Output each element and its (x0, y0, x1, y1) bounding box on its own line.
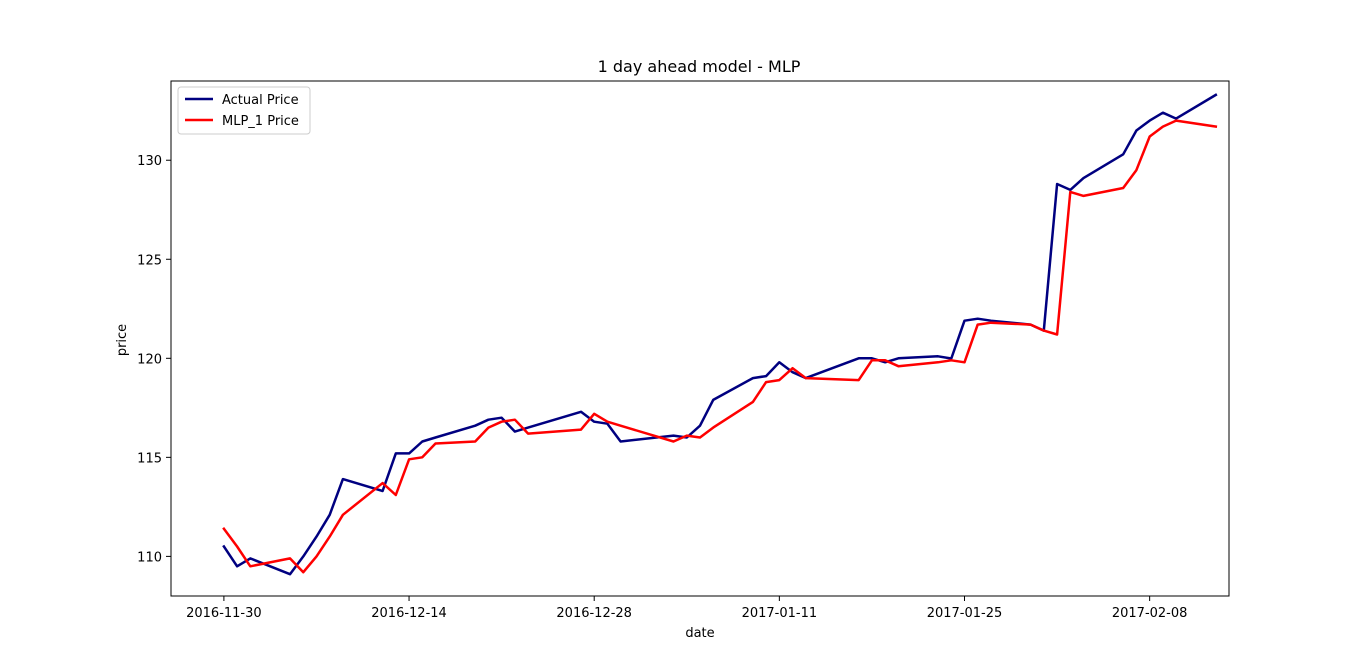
x-tick-label: 2016-11-30 (186, 606, 262, 621)
y-tick-label: 130 (137, 154, 162, 169)
x-tick-label: 2016-12-28 (556, 606, 632, 621)
x-tick-label: 2017-01-11 (742, 606, 818, 621)
y-tick-label: 110 (137, 550, 162, 565)
y-tick-label: 125 (137, 253, 162, 268)
y-tick-label: 120 (137, 352, 162, 367)
legend-label-mlp-1-price: MLP_1 Price (222, 114, 299, 129)
y-axis-label: price (115, 324, 130, 356)
x-axis-label: date (685, 626, 714, 641)
x-tick-label: 2017-02-08 (1112, 606, 1188, 621)
plot-area: 2016-11-30 2016-12-14 2016-12-28 2017-01-11… (137, 80, 1230, 621)
y-axis: 110 115 120 125 130 (137, 154, 171, 565)
x-tick-label: 2017-01-25 (927, 606, 1003, 621)
series-line-mlp-1-price (222, 119, 1218, 574)
legend: Actual Price MLP_1 Price (177, 86, 311, 135)
legend-label-actual-price: Actual Price (222, 93, 299, 108)
axes-frame (170, 80, 1230, 597)
chart-title: 1 day ahead model - MLP (598, 57, 801, 76)
x-tick-label: 2016-12-14 (371, 606, 447, 621)
x-axis: 2016-11-30 2016-12-14 2016-12-28 2017-01-11… (186, 596, 1187, 621)
y-tick-label: 115 (137, 451, 162, 466)
series-line-actual-price (222, 93, 1218, 576)
series-layer (222, 93, 1218, 576)
